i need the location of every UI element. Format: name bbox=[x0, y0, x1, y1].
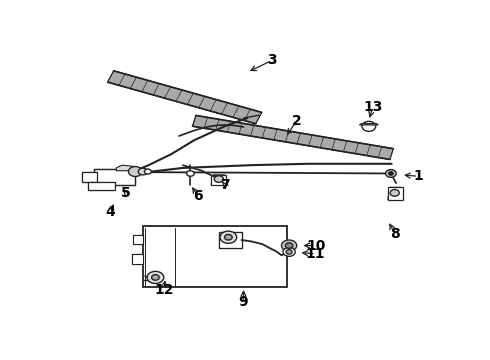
Circle shape bbox=[362, 121, 376, 131]
Text: 8: 8 bbox=[391, 228, 400, 242]
Polygon shape bbox=[219, 232, 242, 248]
Text: 6: 6 bbox=[193, 189, 203, 203]
Polygon shape bbox=[388, 187, 403, 200]
Polygon shape bbox=[108, 71, 262, 124]
Text: 11: 11 bbox=[306, 247, 325, 261]
Text: 2: 2 bbox=[292, 114, 301, 128]
Circle shape bbox=[128, 167, 142, 176]
Bar bbox=[388, 187, 403, 200]
Circle shape bbox=[281, 240, 297, 251]
Text: 4: 4 bbox=[106, 205, 116, 219]
Polygon shape bbox=[82, 172, 96, 182]
Polygon shape bbox=[88, 182, 115, 190]
Bar bbox=[82, 172, 97, 182]
Circle shape bbox=[145, 169, 151, 174]
Circle shape bbox=[220, 231, 237, 243]
Circle shape bbox=[390, 190, 399, 196]
Polygon shape bbox=[211, 175, 226, 185]
Polygon shape bbox=[94, 169, 135, 185]
Bar bbox=[143, 226, 287, 287]
Text: 3: 3 bbox=[267, 53, 277, 67]
Circle shape bbox=[214, 176, 223, 183]
Circle shape bbox=[389, 172, 393, 175]
Bar bbox=[94, 169, 135, 185]
Polygon shape bbox=[359, 123, 378, 125]
Circle shape bbox=[138, 168, 147, 175]
Circle shape bbox=[147, 271, 164, 284]
Bar bbox=[88, 182, 115, 190]
Text: 9: 9 bbox=[239, 296, 248, 309]
Text: 12: 12 bbox=[154, 283, 173, 297]
Bar bbox=[131, 253, 143, 264]
Circle shape bbox=[224, 234, 232, 240]
Polygon shape bbox=[131, 253, 143, 264]
Bar bbox=[219, 232, 242, 248]
Bar bbox=[133, 235, 143, 244]
Circle shape bbox=[187, 171, 194, 176]
Text: 10: 10 bbox=[306, 239, 325, 253]
Circle shape bbox=[386, 170, 396, 177]
Text: 13: 13 bbox=[363, 100, 382, 114]
Circle shape bbox=[286, 250, 292, 254]
Circle shape bbox=[285, 243, 293, 248]
Text: 1: 1 bbox=[414, 169, 423, 183]
Text: 7: 7 bbox=[220, 177, 229, 192]
Text: 5: 5 bbox=[121, 186, 131, 200]
Polygon shape bbox=[116, 165, 135, 171]
Polygon shape bbox=[193, 116, 393, 159]
Polygon shape bbox=[133, 235, 143, 244]
Bar bbox=[211, 175, 226, 185]
Circle shape bbox=[283, 247, 295, 256]
Circle shape bbox=[151, 275, 159, 280]
